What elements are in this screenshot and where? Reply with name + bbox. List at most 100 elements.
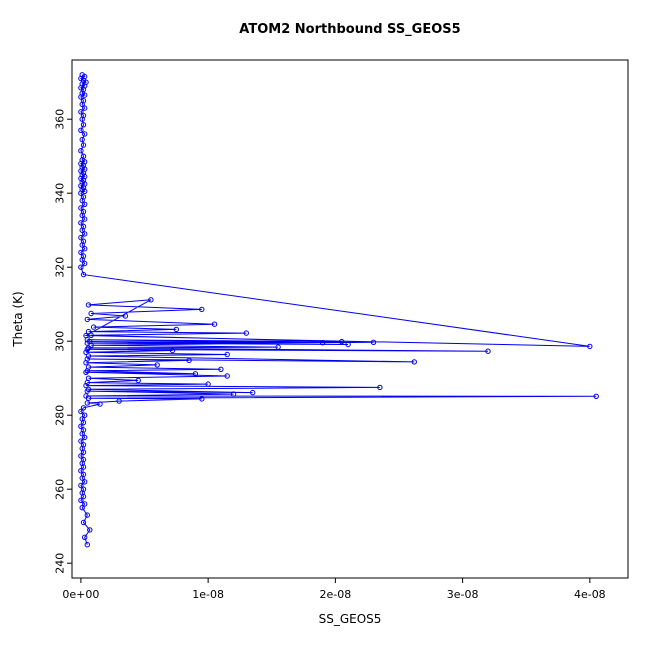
data-point: [78, 497, 84, 503]
data-point: [85, 328, 92, 335]
data-point: [80, 122, 87, 128]
data-point: [250, 389, 256, 396]
data-point: [205, 381, 211, 387]
data-point: [79, 197, 85, 204]
data-point: [192, 371, 199, 377]
y-tick-label: 300: [54, 331, 67, 352]
plot-box: [71, 59, 629, 579]
data-point: [122, 313, 129, 319]
data-point: [84, 379, 91, 386]
x-tick-label: 0e+00: [62, 588, 99, 601]
data-point: [80, 271, 87, 278]
data-point: [224, 373, 230, 379]
data-point: [90, 324, 97, 330]
x-tick-label: 3e-08: [447, 588, 479, 601]
data-point: [82, 260, 88, 267]
data-point: [79, 242, 85, 248]
data-point: [82, 201, 88, 208]
data-point: [84, 512, 91, 518]
data-point: [411, 359, 417, 365]
data-point: [78, 408, 84, 415]
data-point: [79, 116, 85, 122]
data-point: [79, 505, 85, 511]
data-point: [82, 434, 88, 441]
data-point: [82, 231, 88, 237]
data-point: [82, 131, 88, 137]
data-point: [79, 212, 85, 219]
y-tick-label: 260: [54, 479, 67, 500]
data-point: [275, 344, 281, 350]
x-tick-label: 1e-08: [192, 588, 224, 601]
data-point: [83, 349, 89, 355]
data-point: [224, 351, 230, 358]
y-axis-label: Theta (K): [11, 291, 25, 347]
data-point: [116, 398, 122, 404]
data-point: [78, 94, 84, 100]
y-tick-label: 360: [54, 109, 67, 130]
data-point: [84, 340, 91, 346]
data-point: [84, 316, 91, 323]
data-point: [173, 326, 180, 333]
data-point: [88, 310, 94, 317]
data-point: [78, 453, 84, 459]
data-point: [82, 412, 88, 418]
data-point: [78, 148, 84, 154]
data-point: [218, 366, 224, 372]
data-point: [377, 384, 383, 391]
data-point: [82, 216, 88, 222]
data-point: [80, 449, 87, 455]
y-tick-label: 320: [54, 257, 67, 278]
data-point: [84, 388, 91, 394]
data-point: [243, 330, 250, 336]
data-point: [80, 493, 87, 500]
data-point: [78, 482, 84, 489]
data-point: [211, 321, 218, 327]
data-point: [593, 393, 599, 399]
data-point: [370, 339, 377, 345]
y-tick-label: 340: [54, 183, 67, 204]
data-point: [339, 338, 345, 345]
x-axis-label: SS_GEOS5: [319, 612, 382, 626]
data-point: [83, 369, 89, 375]
data-point: [135, 377, 141, 384]
data-point: [78, 220, 84, 226]
y-tick-label: 280: [54, 405, 67, 426]
data-point: [78, 205, 84, 211]
data-point: [199, 396, 205, 402]
data-point: [85, 302, 92, 308]
data-point: [80, 464, 87, 470]
data-point: [82, 534, 88, 540]
x-tick-label: 4e-08: [574, 588, 606, 601]
data-point: [83, 382, 89, 389]
data-point: [82, 479, 88, 485]
data-point: [80, 419, 87, 426]
data-point: [78, 234, 84, 241]
data-point: [79, 101, 85, 108]
data-point: [80, 405, 87, 411]
data-point: [485, 348, 491, 354]
data-point: [87, 527, 93, 533]
data-point: [186, 357, 192, 364]
data-point: [78, 127, 84, 134]
data-point: [78, 264, 84, 270]
data-point: [79, 136, 85, 143]
data-point: [82, 105, 88, 111]
data-point: [80, 519, 87, 526]
data-point: [78, 249, 84, 256]
data-point: [79, 431, 85, 437]
data-point: [154, 362, 160, 368]
data-point: [82, 246, 88, 252]
data-point: [84, 542, 91, 548]
data-point: [199, 306, 205, 313]
data-point: [97, 401, 103, 407]
data-point: [230, 391, 237, 397]
x-tick-label: 2e-08: [320, 588, 352, 601]
data-line: [79, 74, 597, 545]
data-point: [79, 257, 85, 263]
data-point: [84, 400, 91, 406]
data-point: [78, 438, 84, 444]
data-point: [80, 142, 87, 148]
data-point: [85, 353, 92, 359]
